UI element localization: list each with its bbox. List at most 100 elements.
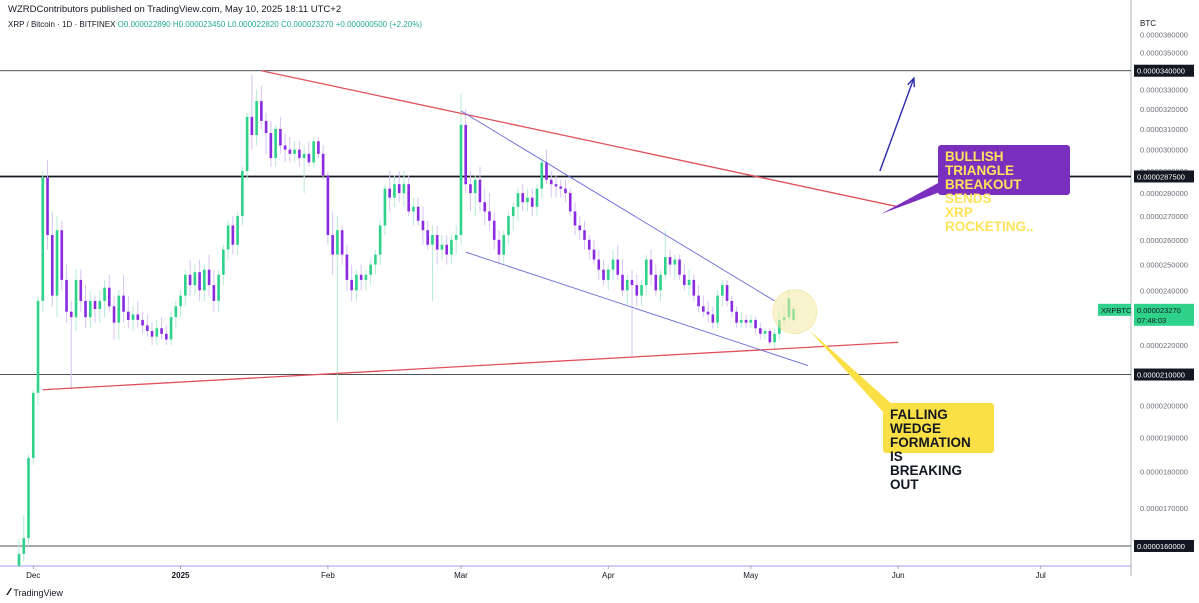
price-axis-tick-label: 0.0000360000 — [1140, 31, 1188, 40]
triangle-lower-trendline[interactable] — [42, 341, 899, 391]
candle-body — [611, 259, 615, 270]
candle-body — [321, 153, 325, 176]
candle-body — [336, 230, 339, 255]
yellow-callout-pointer — [808, 329, 893, 413]
candle-body — [659, 274, 662, 291]
candle-body — [478, 179, 482, 203]
candle-body — [488, 211, 491, 221]
candle-body — [454, 235, 458, 240]
candle-body — [497, 239, 501, 255]
candle-body — [236, 216, 239, 245]
candle-body — [198, 272, 201, 291]
price-axis-unit: BTC — [1140, 19, 1156, 28]
price-axis-tick-label: 0.0000200000 — [1140, 401, 1188, 410]
candle-body — [573, 211, 577, 226]
candle-body — [84, 300, 87, 318]
breakout-arrow-head — [907, 76, 916, 88]
candle-body — [241, 171, 244, 217]
candle-body — [317, 141, 320, 154]
candle-body — [568, 193, 572, 212]
candle-body — [169, 317, 173, 340]
price-axis-tick-label: 0.0000300000 — [1140, 146, 1188, 155]
candle-body — [98, 300, 102, 309]
candle-body — [564, 188, 567, 194]
breakout-arrow-line[interactable] — [879, 77, 915, 172]
horizontal-level-price-label: 0.0000160000 — [1137, 542, 1185, 551]
candle-body — [516, 193, 520, 207]
candle-body — [103, 287, 106, 301]
price-axis-tick-label: 0.0000260000 — [1140, 236, 1188, 245]
candle-body — [740, 319, 743, 323]
candle-body — [326, 175, 330, 236]
candle-body — [17, 553, 21, 566]
candle-body — [654, 274, 658, 291]
time-axis-tick-label: Mar — [454, 571, 468, 580]
candle-body — [60, 230, 64, 280]
candle-body — [141, 319, 144, 326]
candle-body — [184, 274, 187, 296]
candle-body — [754, 319, 757, 329]
candle-body — [122, 295, 125, 312]
candle-body — [606, 269, 610, 280]
candle-body — [378, 225, 382, 255]
candle-body — [426, 230, 429, 245]
candle-body — [644, 259, 648, 286]
time-axis-tick-label: Dec — [26, 571, 40, 580]
candle-body — [592, 249, 596, 260]
price-axis-tick-label: 0.0000180000 — [1140, 468, 1188, 477]
price-axis-tick-label: 0.0000250000 — [1140, 261, 1188, 270]
candle-body — [212, 285, 216, 301]
candle-body — [22, 538, 26, 554]
candle-body — [625, 279, 629, 291]
candle-body — [174, 306, 178, 318]
last-price-value: 0.000023270 — [1137, 306, 1181, 315]
candle-body — [264, 120, 268, 134]
tradingview-logo-text: TradingView — [13, 587, 63, 598]
last-price-countdown: 07:48:03 — [1137, 316, 1166, 325]
callout-line: FORMATION IS — [890, 435, 971, 464]
last-price-symbol-tag — [1098, 303, 1131, 316]
candle-body — [673, 259, 677, 265]
candle-body — [721, 285, 724, 296]
price-axis-tick-label: 0.0000320000 — [1140, 105, 1188, 114]
candle-body — [397, 184, 401, 194]
wedge-upper-trendline[interactable] — [460, 110, 775, 302]
candle-body — [155, 328, 159, 337]
candle-body — [131, 314, 135, 320]
candle-body — [288, 149, 292, 154]
price-axis-tick-label: 0.0000190000 — [1140, 434, 1188, 443]
candle-body — [682, 274, 686, 286]
candle-body — [269, 133, 273, 159]
callout-line: XRP ROCKETING.. — [945, 205, 1034, 234]
candle-body — [160, 328, 163, 334]
triangle-upper-trendline[interactable] — [261, 70, 899, 208]
tradingview-logo[interactable]: ⁄⁄ TradingView — [8, 587, 63, 598]
candle-body — [50, 235, 54, 296]
candle-body — [283, 145, 287, 150]
symbol-label[interactable]: XRP / Bitcoin · 1D · BITFINEX — [8, 20, 116, 29]
candle-body — [511, 206, 515, 217]
candle-body — [473, 179, 477, 194]
candle-body — [445, 244, 449, 255]
candle-body — [117, 295, 121, 323]
candle-body — [735, 311, 738, 323]
candle-body — [706, 311, 710, 315]
candle-body — [331, 235, 334, 255]
candle-body — [364, 274, 368, 280]
last-price-symbol: XRPBTC — [1101, 306, 1132, 315]
candle-body — [668, 257, 672, 265]
candle-body — [217, 274, 220, 301]
bullish-triangle-callout: BULLISH TRIANGLE BREAKOUT SENDS XRP ROCK… — [938, 145, 1070, 234]
candle-body — [93, 300, 97, 309]
time-axis-tick-label: Jul — [1036, 571, 1046, 580]
symbol-info-line: XRP / Bitcoin · 1D · BITFINEX O0.0000228… — [8, 20, 422, 29]
wedge-lower-trendline[interactable] — [465, 251, 808, 367]
callout-line: BULLISH TRIANGLE — [945, 149, 1014, 178]
horizontal-level-price-tag — [1134, 170, 1194, 183]
candle-body — [350, 279, 353, 291]
candle-body — [768, 331, 772, 343]
candle-body — [255, 101, 258, 136]
candle-body — [41, 177, 45, 301]
candle-body — [412, 206, 415, 212]
